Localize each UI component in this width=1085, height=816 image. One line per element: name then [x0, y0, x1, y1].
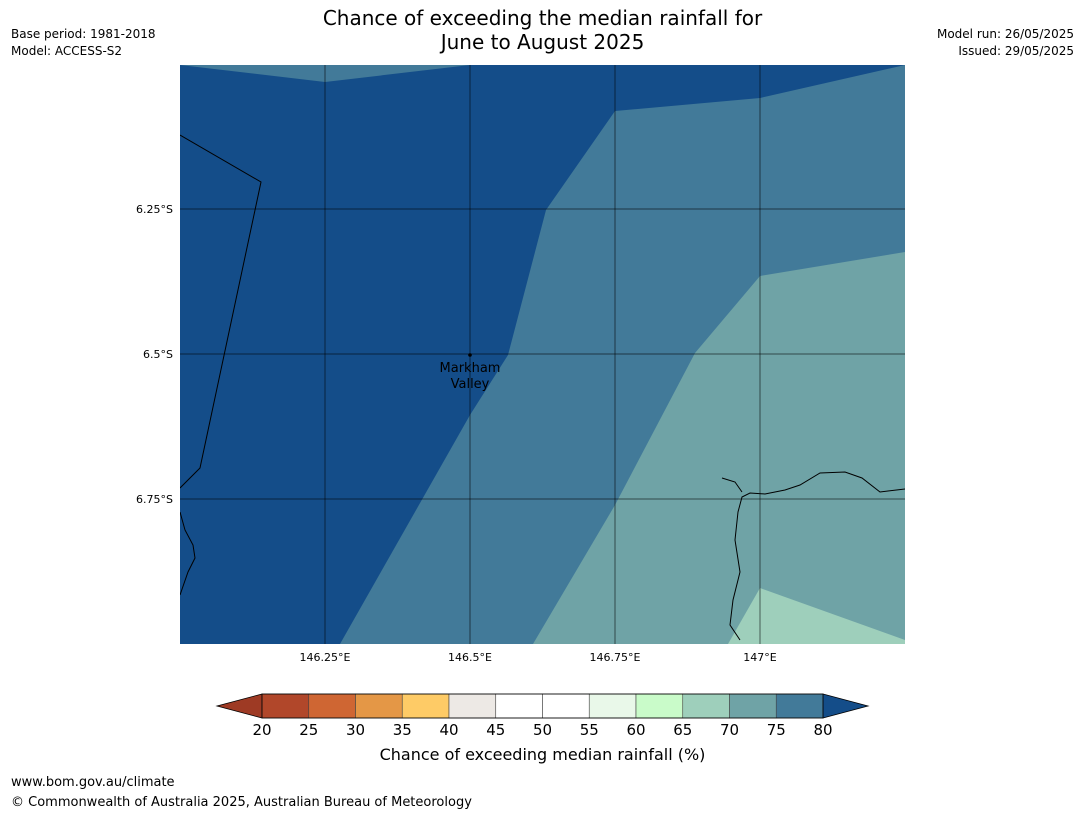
map-title: Chance of exceeding the median rainfall …: [0, 6, 1085, 54]
colorbar-swatch: [775, 693, 824, 719]
colorbar-tick-label: 50: [533, 721, 552, 739]
place-label-line-1: Markham: [440, 361, 501, 376]
footer-url[interactable]: www.bom.gov.au/climate: [11, 775, 175, 790]
colorbar-swatch: [448, 693, 497, 719]
meta-left: Base period: 1981-2018 Model: ACCESS-S2: [11, 26, 156, 60]
colorbar-swatch: [542, 693, 590, 719]
colorbar-tick-label: 75: [767, 721, 786, 739]
lat-label-675: 6.75°S: [136, 493, 173, 506]
model-name: Model: ACCESS-S2: [11, 44, 123, 58]
meta-right: Model run: 26/05/2025 Issued: 29/05/2025: [937, 26, 1074, 60]
coast-west: [180, 511, 196, 596]
colorbar-swatch: [588, 693, 637, 719]
lon-label-14675: 146.75°E: [590, 651, 641, 664]
lon-labels: 146.25°E 146.5°E 146.75°E 147°E: [300, 651, 777, 664]
band-65-70: [728, 588, 905, 644]
colorbar-title: Chance of exceeding median rainfall (%): [379, 745, 706, 764]
title-line-2: June to August 2025: [440, 30, 645, 54]
place-marker: [468, 353, 472, 357]
colorbar-tick-label: 25: [299, 721, 318, 739]
lat-labels: 6.25°S 6.5°S 6.75°S: [136, 203, 173, 506]
place-label-line-2: Valley: [451, 377, 490, 392]
colorbar-swatch: [729, 693, 777, 719]
base-period: Base period: 1981-2018: [11, 27, 156, 41]
lat-label-625: 6.25°S: [136, 203, 173, 216]
colorbar-swatch: [355, 693, 403, 719]
lon-label-1465: 146.5°E: [448, 651, 492, 664]
colorbar-tick-label: 20: [252, 721, 271, 739]
colorbar-tick-label: 65: [673, 721, 692, 739]
footer-copyright: © Commonwealth of Australia 2025, Austra…: [11, 795, 472, 810]
colorbar-tick-label: 55: [580, 721, 599, 739]
colorbar-tick-label: 35: [393, 721, 412, 739]
colorbar-tick-label: 60: [626, 721, 645, 739]
colorbar-under-arrow: [215, 693, 263, 719]
title-line-1: Chance of exceeding the median rainfall …: [322, 6, 763, 30]
model-run: Model run: 26/05/2025: [936, 27, 1074, 41]
colorbar-frame: [261, 693, 824, 719]
colorbar-over-arrow: [822, 693, 870, 719]
lon-label-14625: 146.25°E: [300, 651, 351, 664]
colorbar-tick-label: 45: [486, 721, 505, 739]
band-70-75: [533, 252, 905, 644]
colorbar: 20 25 30 35 40 45 50 55 60 65 70 75 80: [215, 693, 870, 739]
coast-east: [729, 471, 905, 641]
map-area[interactable]: Markham Valley: [180, 65, 905, 644]
colorbar-tick-label: 70: [720, 721, 739, 739]
coastlines: [180, 134, 905, 641]
colorbar-swatch: [401, 693, 450, 719]
colorbar-swatch: [308, 693, 356, 719]
colorbar-tick-label: 40: [439, 721, 458, 739]
colorbar-swatch: [635, 693, 684, 719]
colorbar-swatch: [495, 693, 543, 719]
border-line: [180, 134, 262, 489]
lon-label-147: 147°E: [743, 651, 776, 664]
colorbar-tick-label: 80: [813, 721, 832, 739]
coast-inlet: [721, 477, 743, 493]
colorbar-swatch: [682, 693, 730, 719]
colorbar-swatch: [261, 693, 310, 719]
issued-date: Issued: 29/05/2025: [958, 44, 1074, 58]
lat-label-65: 6.5°S: [143, 348, 173, 361]
colorbar-tick-label: 30: [346, 721, 365, 739]
